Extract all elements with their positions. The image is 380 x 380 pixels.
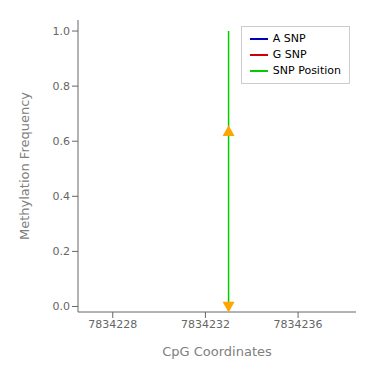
- svg-text:Methylation Frequency: Methylation Frequency: [17, 92, 32, 240]
- svg-text:1.0: 1.0: [53, 25, 71, 38]
- html-text:A SNP: A SNP: [272, 32, 306, 45]
- svg-text:0.4: 0.4: [53, 190, 71, 203]
- svg-text:7834228: 7834228: [88, 318, 137, 331]
- svg-text:7834232: 7834232: [181, 318, 230, 331]
- svg-text:CpG Coordinates: CpG Coordinates: [162, 344, 272, 359]
- svg-text:0.0: 0.0: [53, 300, 71, 313]
- svg-text:7834236: 7834236: [274, 318, 323, 331]
- html-text:G SNP: G SNP: [272, 48, 307, 61]
- svg-text:0.2: 0.2: [53, 245, 71, 258]
- svg-text:0.8: 0.8: [53, 80, 71, 93]
- svg-text:0.6: 0.6: [53, 135, 71, 148]
- html-text:SNP Position: SNP Position: [272, 64, 341, 77]
